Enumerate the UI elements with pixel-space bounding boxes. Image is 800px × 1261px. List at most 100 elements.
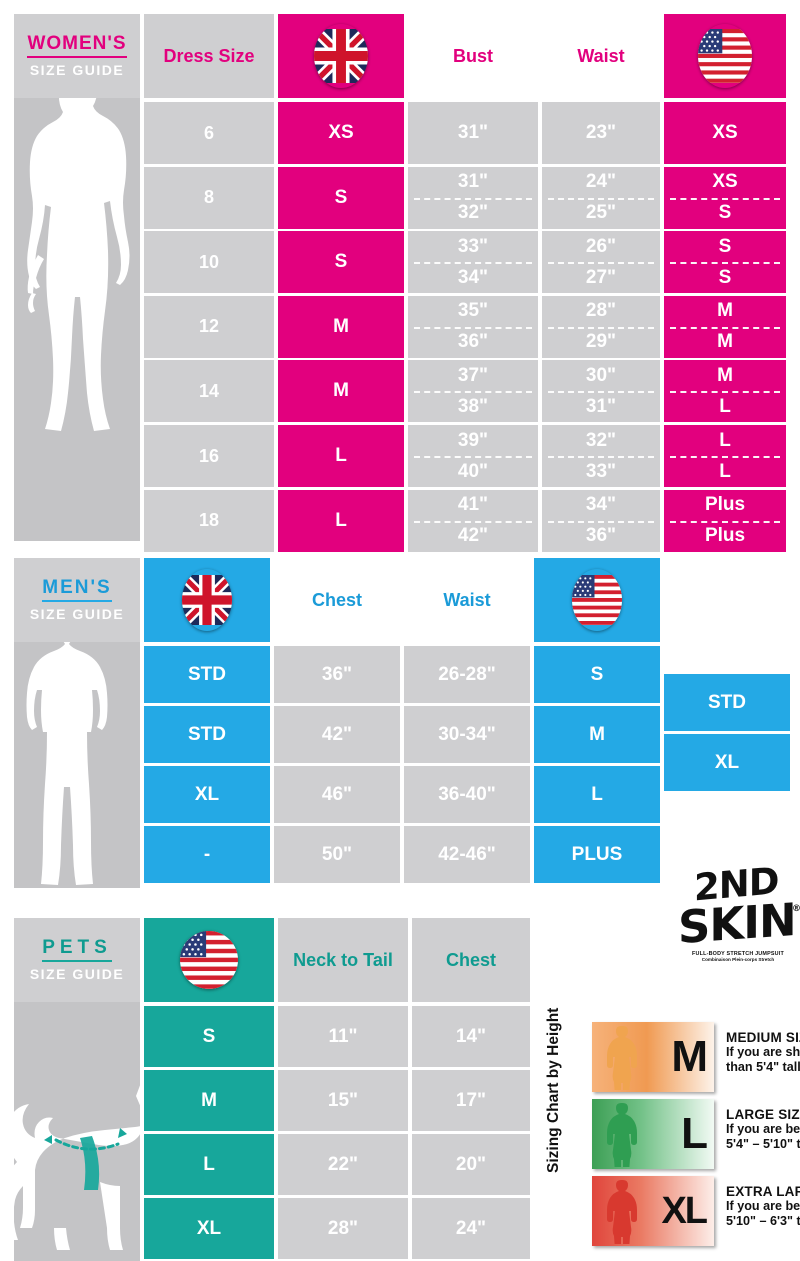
mens-us-size-value: S (590, 663, 604, 685)
womens-dress-size-value: 18 (198, 510, 220, 531)
mens-uk-size-value: XL (194, 783, 220, 805)
mens-title-cell: MEN'S SIZE GUIDE (14, 558, 140, 642)
size-swatch-l: L (592, 1099, 714, 1169)
uk-flag-icon (314, 24, 368, 88)
womens-bust-value-2: 40" (457, 460, 489, 482)
womens-waist-value-2: 36" (585, 525, 617, 547)
womens-waist-value-1: 34" (585, 494, 617, 516)
womens-bust-value-2: 38" (457, 395, 489, 417)
mens-chest-value: 42" (321, 723, 353, 745)
uk-flag-icon (182, 569, 232, 631)
womens-waist-value-2: 33" (585, 460, 617, 482)
cell-divider (414, 391, 532, 394)
womens-waist-cell: 30" 31" (542, 360, 660, 423)
womens-uk-size-value: M (333, 380, 349, 402)
womens-dress-size-cell: 18 (144, 489, 274, 552)
womens-dress-size-value: 16 (198, 445, 220, 466)
womens-bust-value-1: 31" (457, 171, 489, 193)
pets-neck-cell: 15" (278, 1070, 408, 1131)
cell-divider (548, 326, 654, 329)
womens-dress-size-value: 6 (203, 122, 214, 143)
size-description-title: MEDIUM SIZE (726, 1030, 800, 1045)
womens-waist-value-1: 28" (585, 300, 617, 322)
size-letter: M (671, 1032, 708, 1081)
size-letter: XL (661, 1190, 708, 1232)
logo-tagline: FULL-BODY STRETCH JUMPSUIT (692, 951, 784, 957)
pets-us-size-cell: M (144, 1070, 274, 1131)
cell-divider (548, 391, 654, 394)
mens-us-size-cell: L (534, 766, 660, 823)
mens-uk-size-cell: XL (144, 766, 270, 823)
pets-neck-value: 28" (327, 1217, 359, 1239)
womens-uk-size-cell: M (278, 360, 404, 423)
cell-divider (670, 456, 780, 458)
pets-header-neck-label: Neck to Tail (293, 949, 393, 970)
size-letter: L (681, 1109, 708, 1158)
size-description-line-1: If you are betwee (726, 1122, 800, 1136)
mens-us-size-value: PLUS (571, 843, 623, 865)
pets-us-size-cell: XL (144, 1198, 274, 1259)
womens-waist-value-2: 31" (585, 395, 617, 417)
womens-uk-size-value: L (335, 445, 347, 467)
cell-divider (414, 456, 532, 458)
womens-us-size-value-2: L (719, 460, 731, 482)
mens-uk-size-value: STD (188, 663, 226, 685)
pets-us-size-cell: L (144, 1134, 274, 1195)
womens-bust-cell: 33" 34" (408, 231, 538, 294)
pets-chest-value: 17" (455, 1089, 487, 1111)
sizing-chart-by-height: Sizing Chart by Height M MEDIUM SIZE If yo… (530, 1008, 800, 1254)
womens-dress-size-cell: 8 (144, 166, 274, 229)
mens-chest-value: 36" (321, 663, 353, 685)
womens-bust-value-1: 35" (457, 300, 489, 322)
womens-waist-cell: 24" 25" (542, 166, 660, 229)
womens-waist-cell: 32" 33" (542, 425, 660, 487)
sizing-chart-vertical-label: Sizing Chart by Height (545, 1007, 562, 1173)
size-description-line-2: 5'4" – 5'10" tall (726, 1136, 800, 1151)
pets-title: PETS (42, 938, 112, 963)
pets-neck-cell: 11" (278, 1006, 408, 1067)
womens-waist-cell: 26" 27" (542, 231, 660, 294)
human-figure-icon (607, 1026, 637, 1090)
mens-us-size-value: M (589, 723, 605, 745)
womens-header-dress-size: Dress Size (144, 14, 274, 98)
womens-waist-value-2: 27" (585, 266, 617, 288)
cell-divider (548, 456, 654, 458)
womens-header-bust: Bust (408, 14, 538, 98)
womens-waist-cell: 34" 36" (542, 489, 660, 552)
womens-us-size-value: XS (712, 122, 738, 144)
logo-line-2: SKIN (678, 892, 796, 955)
pets-neck-cell: 22" (278, 1134, 408, 1195)
womens-waist-value-1: 32" (585, 429, 617, 451)
mens-us-size-value: L (591, 783, 603, 805)
mens-chest-cell: 36" (274, 646, 400, 703)
womens-uk-size-value: XS (328, 122, 354, 144)
womens-bust-value-1: 39" (457, 429, 489, 451)
mens-size-guide-section: MEN'S SIZE GUIDE Chest Waist (0, 558, 800, 888)
pets-header-us (144, 918, 274, 1002)
pets-us-size-cell: S (144, 1006, 274, 1067)
mens-chest-cell: 42" (274, 706, 400, 763)
pets-chest-value: 24" (455, 1217, 487, 1239)
cell-divider (670, 520, 780, 523)
size-description-line-2: 5'10" – 6'3" tall (726, 1213, 800, 1228)
cell-divider (414, 197, 532, 200)
womens-dress-size-cell: 16 (144, 425, 274, 487)
pets-header-chest-label: Chest (445, 949, 496, 970)
womens-waist-value-1: 30" (585, 364, 617, 386)
cell-divider (670, 262, 780, 265)
womens-header-uk (278, 14, 404, 98)
size-description: LARGE SIZEIf you are betwee5'4" – 5'10" … (726, 1107, 800, 1152)
mens-waist-value: 26-28" (438, 663, 496, 685)
pets-neck-value: 22" (327, 1153, 359, 1175)
pets-title-cell: PETS SIZE GUIDE (14, 918, 140, 1002)
womens-bust-cell: 31" 32" (408, 166, 538, 229)
womens-us-size-value-1: Plus (704, 494, 746, 516)
womens-waist-value-2: 29" (585, 331, 617, 353)
mens-header-chest-label: Chest (311, 589, 362, 610)
mens-uk-size-cell: STD (144, 646, 270, 703)
pets-chest-cell: 14" (412, 1006, 530, 1067)
pets-chest-value: 20" (455, 1153, 487, 1175)
mens-chest-cell: 50" (274, 826, 400, 883)
pets-neck-value: 11" (328, 1025, 358, 1047)
mens-chest-cell: 46" (274, 766, 400, 823)
